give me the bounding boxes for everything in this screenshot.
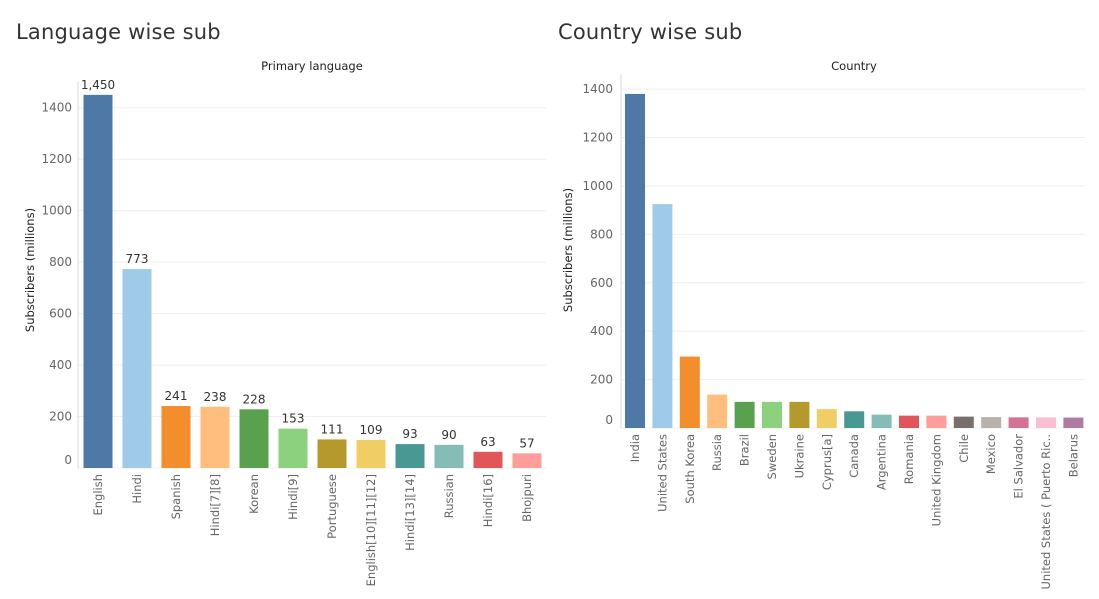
bar-canada (844, 411, 865, 428)
x-category-label: English[10][11][12] (364, 474, 378, 586)
x-category-label: Spanish (169, 474, 183, 519)
x-category-label: United Kingdom (929, 434, 943, 526)
bar-romania (899, 415, 919, 428)
bar-united-states (652, 204, 673, 428)
x-category-label: South Korea (683, 434, 697, 504)
y-tick-label: 600 (49, 307, 72, 321)
bar-korean (239, 409, 269, 468)
bar-value-label: 238 (204, 390, 227, 404)
y-tick-label: 1000 (582, 179, 613, 193)
y-axis-title: Subscribers (millions) (561, 188, 575, 312)
country-bar-chart: Country 0 200 400 600 800 1000 1200 1400 Subscrib… (561, 59, 1085, 590)
bar-value-label: 111 (321, 422, 344, 436)
bar-spanish (161, 405, 191, 468)
bar-portuguese (317, 439, 347, 468)
language-bar-chart: Primary language 0 200 400 600 800 1000 1200 140… (23, 59, 546, 586)
x-category-label: Mexico (984, 434, 998, 474)
chart-header-label: Primary language (261, 59, 363, 73)
x-category-label: Russian (442, 474, 456, 518)
y-tick-label: 800 (590, 227, 613, 241)
country-chart-panel: Country wise sub Country 0 200 400 600 800 100… (549, 0, 1099, 599)
x-category-label: Romania (902, 434, 916, 484)
y-tick-label: 1200 (582, 131, 613, 145)
country-chart-title: Country wise sub (558, 20, 743, 44)
y-tick-label: 1000 (41, 204, 72, 218)
x-category-label: Chile (957, 434, 971, 463)
x-category-label: Russia (710, 434, 724, 471)
x-category-label: Hindi (130, 474, 144, 504)
bar-mexico (981, 417, 1002, 428)
bar-hindi-13-14 (395, 444, 425, 468)
bar-ukraine (789, 401, 810, 428)
x-category-label: Hindi[16] (481, 474, 495, 527)
bar-russia (707, 394, 728, 428)
bar-argentina (871, 414, 892, 428)
bar-value-label: 1,450 (81, 78, 115, 92)
bar-value-label: 773 (126, 252, 149, 266)
bar-south-korea (679, 356, 700, 428)
y-tick-label: 1400 (582, 82, 613, 96)
chart-header-label: Country (831, 59, 877, 73)
x-category-label: Portuguese (325, 474, 339, 539)
y-tick-label: 400 (49, 358, 72, 372)
x-category-label: Belarus (1066, 434, 1080, 477)
x-category-label: Argentina (875, 434, 889, 490)
x-category-label: Hindi[13][14] (403, 474, 417, 551)
bar-russian (434, 444, 464, 468)
x-category-label: Bhojpuri (520, 474, 534, 522)
y-tick-label: 200 (590, 373, 613, 387)
bar-value-label: 57 (519, 436, 534, 450)
y-tick-label: 0 (64, 453, 72, 467)
bar-value-label: 90 (441, 428, 456, 442)
x-category-label: Canada (847, 434, 861, 478)
bar-united-states-puerto-ric (1036, 417, 1056, 428)
bar-english-10-11-12 (356, 439, 386, 468)
y-tick-label: 600 (590, 276, 613, 290)
bar-hindi-16 (473, 451, 503, 468)
bar-value-label: 241 (165, 389, 188, 403)
language-chart-title: Language wise sub (16, 20, 221, 44)
bar-value-label: 93 (402, 427, 417, 441)
bar-value-label: 153 (282, 412, 305, 426)
y-tick-label: 200 (49, 410, 72, 424)
x-category-label: Sweden (765, 434, 779, 479)
bar-value-label: 63 (480, 435, 495, 449)
y-axis-title: Subscribers (millions) (23, 208, 37, 332)
bar-hindi (122, 269, 152, 468)
bar-cyprus-a (816, 409, 837, 428)
bar-hindi-9 (278, 428, 308, 468)
x-category-label: English (91, 474, 105, 516)
x-category-label: Cyprus[a] (820, 434, 834, 490)
bar-belarus (1063, 417, 1084, 428)
x-category-label: India (628, 434, 642, 462)
x-category-label: United States ( Puerto Ric.. (1039, 434, 1053, 590)
bar-el-salvador (1008, 417, 1029, 428)
x-category-label: El Salvador (1012, 434, 1026, 499)
y-tick-label: 1400 (41, 101, 72, 115)
bar-value-label: 109 (360, 423, 383, 437)
x-category-label: Korean (247, 474, 261, 514)
x-category-label: Ukraine (792, 434, 806, 478)
y-tick-label: 0 (605, 413, 613, 427)
bar-sweden (762, 401, 782, 428)
y-tick-label: 1200 (41, 152, 72, 166)
x-category-label: United States (655, 434, 669, 512)
x-category-label: Hindi[9] (286, 474, 300, 520)
bar-bhojpuri (512, 453, 542, 468)
bar-english (83, 94, 113, 468)
bar-brazil (734, 401, 755, 428)
bar-india (625, 93, 645, 428)
bar-united-kingdom (926, 415, 947, 428)
language-chart-panel: Language wise sub Primary language 0 200 40… (0, 0, 549, 599)
y-tick-label: 800 (49, 255, 72, 269)
bar-chile (953, 416, 974, 428)
x-category-label: Brazil (738, 434, 752, 466)
bar-value-label: 228 (243, 392, 266, 406)
x-category-label: Hindi[7][8] (208, 474, 222, 536)
y-tick-label: 400 (590, 324, 613, 338)
bar-hindi-7-8 (200, 406, 230, 468)
